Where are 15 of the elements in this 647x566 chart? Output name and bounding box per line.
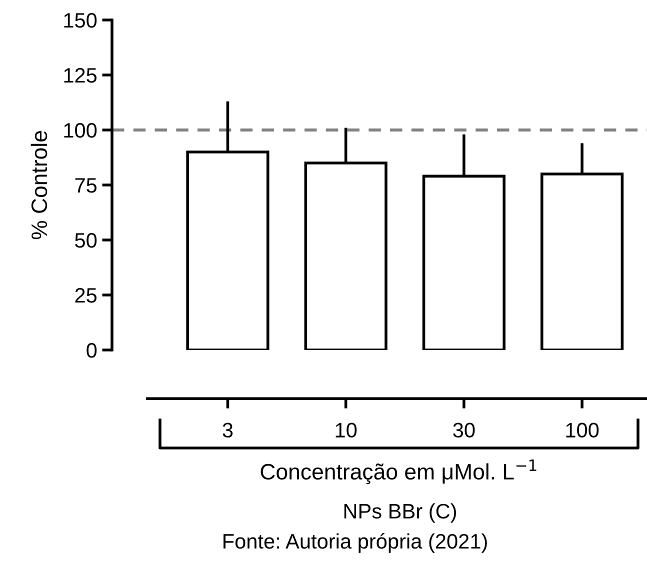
y-axis-title: % Controle	[30, 131, 48, 240]
x-tick-label: 10	[336, 422, 357, 438]
x-tick-label: 30	[453, 422, 475, 438]
y-tick-label: 125	[64, 68, 97, 83]
y-tick-label: 75	[75, 178, 97, 193]
x-tick-label: 100	[566, 422, 599, 438]
text: NPs BBr (C)	[344, 503, 456, 523]
x-tick-label: 3	[222, 422, 233, 438]
x-axis-title: Concentração em μMol. L$^{−1}$	[260, 460, 536, 484]
y-tick-label: 150	[64, 13, 97, 28]
y-tick-label: 50	[75, 233, 97, 248]
y-tick-label: 25	[75, 288, 97, 303]
y-tick-label: 0	[86, 343, 97, 358]
y-tick-label: 100	[64, 123, 97, 138]
source-note: Fonte: Autoria própria (2021)	[224, 533, 487, 553]
